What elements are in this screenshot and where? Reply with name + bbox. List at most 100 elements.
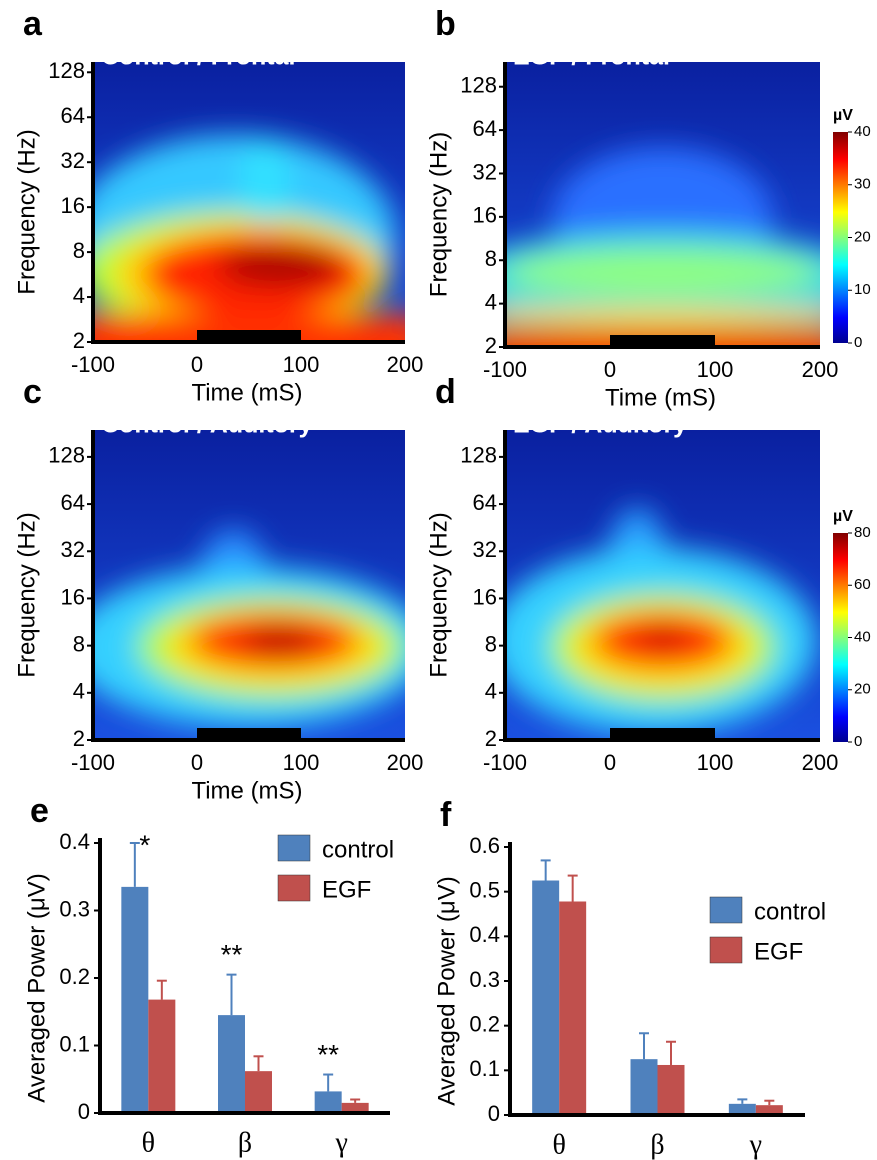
- heatmap-blob: [217, 246, 343, 286]
- bar: [559, 901, 587, 1115]
- legend-swatch: [277, 874, 311, 902]
- legend-label: EGF: [322, 876, 371, 903]
- y-tick-label: 0.3: [469, 967, 500, 992]
- x-tick-label: 0: [191, 750, 203, 775]
- colorbar-label: µV: [833, 107, 853, 124]
- x-axis-label: Time (mS): [191, 379, 302, 406]
- y-tick-label: 0.2: [469, 1011, 500, 1036]
- y-tick-label: 2: [73, 726, 85, 751]
- y-tick-label: 8: [485, 246, 497, 271]
- bar: [630, 1059, 658, 1115]
- x-tick-label: -100: [483, 750, 527, 775]
- legend-label: control: [322, 836, 394, 863]
- colorbar-tick-label: 0: [854, 334, 862, 351]
- heatmap-blob: [239, 137, 290, 222]
- x-axis-label: Time (mS): [191, 777, 302, 804]
- stimulus-bar: [610, 728, 715, 740]
- x-tick-label: θ: [552, 1129, 565, 1160]
- heatmap-blob: [242, 628, 318, 654]
- significance: **: [221, 939, 243, 970]
- y-tick-label: 4: [73, 283, 85, 308]
- y-tick-label: 4: [485, 289, 497, 314]
- bar: [218, 1015, 245, 1113]
- x-tick-label: 100: [697, 750, 734, 775]
- heatmap: [505, 430, 820, 740]
- significance: **: [317, 1039, 339, 1070]
- y-tick-label: 0.2: [59, 964, 90, 989]
- heatmap-blob: [505, 250, 820, 296]
- x-tick-label: 200: [387, 750, 424, 775]
- y-tick-label: 16: [61, 193, 85, 218]
- heatmap-blobs: [505, 507, 817, 734]
- y-tick-label: 8: [73, 631, 85, 656]
- y-tick-label: 16: [473, 584, 497, 609]
- x-tick-label: 100: [283, 750, 320, 775]
- bar: [121, 886, 149, 1113]
- colorbar: [833, 132, 848, 343]
- x-tick-label: 200: [387, 352, 424, 377]
- title: Control / Auditory: [101, 411, 313, 439]
- title: EGF / Auditory: [513, 411, 687, 439]
- legend-swatch: [709, 896, 743, 924]
- colorbar-tick-label: 20: [854, 228, 871, 245]
- heatmap-blob: [637, 628, 688, 647]
- x-tick-label: θ: [142, 1127, 155, 1158]
- y-tick-label: 64: [61, 490, 85, 515]
- heatmap-blobs: [505, 147, 820, 347]
- y-tick-label: 2: [73, 328, 85, 353]
- colorbar-label: µV: [833, 508, 853, 525]
- y-tick-label: 0.1: [59, 1031, 90, 1056]
- x-tick-label: 0: [191, 352, 203, 377]
- y-axis-label: Averaged Power (μV): [23, 873, 50, 1103]
- x-tick-label: 200: [802, 357, 839, 382]
- heatmap-blobs: [93, 134, 405, 342]
- y-axis-label: Frequency (Hz): [13, 512, 40, 677]
- y-tick-label: 32: [61, 148, 85, 173]
- stimulus-bar: [610, 335, 715, 347]
- colorbar-tick-label: 60: [854, 576, 871, 593]
- bar: [657, 1064, 685, 1115]
- colorbar-tick-label: 0: [854, 733, 862, 750]
- heatmap-blob: [505, 307, 820, 330]
- colorbar-tick-label: 20: [854, 681, 871, 698]
- y-tick-label: 32: [473, 537, 497, 562]
- panel-label: c: [23, 373, 42, 411]
- bar: [755, 1105, 783, 1115]
- x-tick-label: 200: [802, 750, 839, 775]
- colorbar-tick-label: 30: [854, 176, 871, 193]
- x-tick-label: β: [238, 1127, 252, 1158]
- bar: [728, 1103, 756, 1115]
- legend-swatch: [277, 834, 311, 862]
- y-tick-label: 0.6: [469, 833, 500, 858]
- title: Control / Frontal: [101, 43, 295, 71]
- heatmap: [505, 62, 820, 347]
- bar: [148, 999, 176, 1113]
- y-tick-label: 32: [61, 537, 85, 562]
- y-tick-label: 4: [73, 679, 85, 704]
- y-tick-label: 0: [78, 1099, 90, 1124]
- panel-label: a: [23, 5, 43, 43]
- y-tick-label: 4: [485, 679, 497, 704]
- y-tick-label: 0.4: [59, 829, 90, 854]
- y-tick-label: 2: [485, 333, 497, 358]
- title: EGF / Frontal: [513, 43, 670, 71]
- legend-label: control: [754, 898, 826, 925]
- y-tick-label: 64: [473, 490, 497, 515]
- x-tick-label: 100: [697, 357, 734, 382]
- y-tick-label: 16: [473, 203, 497, 228]
- bar: [314, 1091, 342, 1113]
- colorbar-tick-label: 40: [854, 628, 871, 645]
- heatmap-blobs: [93, 529, 405, 728]
- x-tick-label: -100: [71, 352, 115, 377]
- bar: [245, 1071, 272, 1113]
- panel-label: f: [440, 796, 452, 834]
- y-tick-label: 8: [485, 631, 497, 656]
- y-tick-label: 128: [460, 443, 497, 468]
- colorbar-tick-label: 10: [854, 281, 871, 298]
- y-tick-label: 128: [48, 443, 85, 468]
- stimulus-bar: [197, 728, 301, 740]
- x-tick-label: γ: [749, 1129, 762, 1160]
- panel-label: d: [435, 373, 456, 411]
- panel-label: b: [435, 5, 456, 43]
